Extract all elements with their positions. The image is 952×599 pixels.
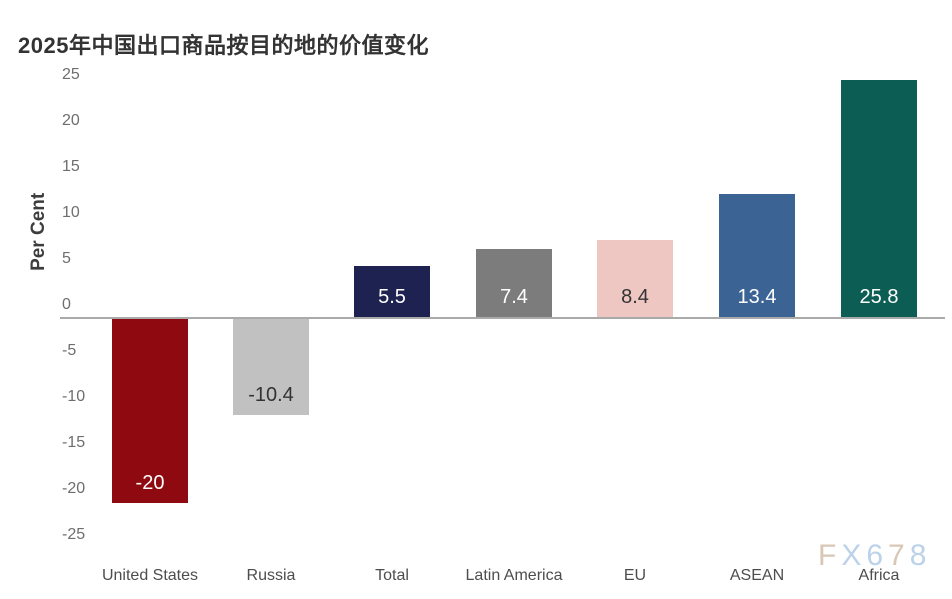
bar-value-label: 25.8 — [859, 286, 899, 308]
y-tick--15: -15 — [62, 434, 86, 451]
bar-latin-america: 7.4 — [476, 249, 552, 317]
bar-value-label: -20 — [135, 472, 165, 494]
bar-eu: 8.4 — [597, 240, 673, 317]
bar-value-label: 7.4 — [500, 286, 528, 308]
bar-russia: -10.4 — [233, 319, 309, 415]
bar-value-label: 5.5 — [378, 286, 406, 308]
y-axis-label-text: Per Cent — [28, 192, 49, 271]
x-label-total: Total — [375, 567, 409, 584]
watermark-letter: F — [818, 539, 842, 572]
y-tick--10: -10 — [62, 388, 86, 405]
bar-value-label: 8.4 — [621, 286, 649, 308]
x-label-united-states: United States — [101, 567, 199, 584]
x-label-africa: Africa — [858, 567, 900, 584]
bar-total: 5.5 — [354, 266, 430, 317]
bar-asean: 13.4 — [719, 194, 795, 317]
bar-united-states: -20 — [112, 319, 188, 503]
y-tick--5: -5 — [62, 342, 77, 359]
x-label-asean: ASEAN — [729, 567, 785, 584]
y-tick--25: -25 — [62, 526, 86, 543]
x-label-russia: Russia — [246, 567, 296, 584]
x-label-latin-america: Latin America — [465, 567, 563, 584]
watermark-fx678: FX678 — [818, 540, 931, 572]
y-tick-15: 15 — [62, 158, 80, 175]
bar-value-label: 13.4 — [737, 286, 777, 308]
watermark-letter: X — [841, 539, 867, 572]
y-tick-5: 5 — [62, 250, 71, 267]
chart-title: 2025年中国出口商品按目的地的价值变化 — [18, 33, 429, 58]
bar-value-label: -10.4 — [248, 384, 294, 406]
y-tick-0: 0 — [62, 296, 71, 313]
bar-africa: 25.8 — [841, 80, 917, 317]
x-label-eu: EU — [623, 567, 647, 584]
y-tick-20: 20 — [62, 112, 80, 129]
y-tick--20: -20 — [62, 480, 86, 497]
watermark-letter: 8 — [909, 539, 932, 572]
zero-baseline — [60, 317, 945, 319]
y-tick-10: 10 — [62, 204, 80, 221]
watermark-letter: 6 — [866, 539, 889, 572]
y-tick-25: 25 — [62, 66, 80, 83]
watermark-letter: 7 — [888, 539, 910, 572]
